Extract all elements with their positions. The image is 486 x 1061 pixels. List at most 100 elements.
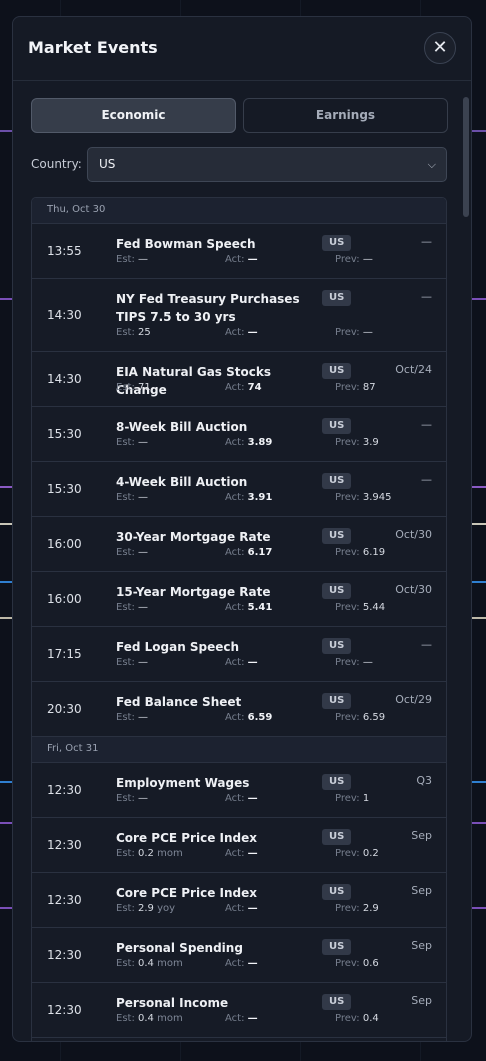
event-row[interactable]: 12:30 Core PCE Price Index US Sep Est: 0… (32, 818, 446, 873)
stat-prev: Prev: 5.44 (335, 602, 385, 613)
act-value: 6.17 (247, 547, 273, 558)
country-badge: US (322, 418, 352, 434)
event-period: Sep (411, 884, 432, 897)
prev-value: — (362, 327, 373, 338)
day-header: Thu, Oct 30 (32, 198, 446, 224)
close-button[interactable]: ✕ (424, 32, 456, 64)
event-time-text: 15:30 (47, 482, 82, 496)
prev-value: 6.59 (362, 712, 386, 723)
prev-value: 5.44 (362, 602, 386, 613)
event-time-text: 12:30 (47, 893, 82, 907)
prev-value: 3.9 (362, 437, 379, 448)
event-row[interactable]: 12:30 Personal Spending US Sep Est: 0.4 … (32, 928, 446, 983)
est-value: 0.2 (138, 848, 154, 859)
country-select[interactable]: US ⌵ (87, 147, 447, 182)
event-time: 12:30 (47, 873, 82, 927)
act-value: — (247, 958, 258, 969)
event-period: — (421, 418, 432, 431)
event-stats: Est: 0.2 mom Act: — Prev: 0.2 (116, 848, 436, 862)
prev-value: — (362, 254, 373, 265)
event-time-text: 12:30 (47, 948, 82, 962)
est-label: Est: (116, 793, 135, 804)
prev-value: 87 (362, 382, 376, 393)
event-row[interactable]: 16:00 15-Year Mortgage Rate US Oct/30 Es… (32, 572, 446, 627)
scrollbar[interactable] (462, 81, 469, 1041)
est-value: — (138, 437, 149, 448)
event-row[interactable]: 15:30 8-Week Bill Auction US — Est: — Ac… (32, 407, 446, 462)
market-events-modal: Market Events ✕ Economic Earnings Countr… (12, 16, 472, 1042)
act-label: Act: (225, 657, 245, 668)
stat-act: Act: — (225, 657, 258, 668)
stat-act: Act: — (225, 327, 258, 338)
tab-economic[interactable]: Economic (31, 98, 236, 133)
chevron-down-icon: ⌵ (427, 158, 436, 171)
act-label: Act: (225, 547, 245, 558)
event-row[interactable]: 12:30 Core PCE Price Index US Sep Est: 2… (32, 873, 446, 928)
stat-est: Est: — (116, 793, 148, 804)
act-value: — (247, 254, 258, 265)
event-name: 8-Week Bill Auction (116, 420, 248, 434)
stat-act: Act: 3.89 (225, 437, 272, 448)
event-time: 12:30 (47, 928, 82, 982)
est-value: — (138, 602, 149, 613)
country-badge: US (322, 290, 352, 306)
stat-act: Act: 3.91 (225, 492, 272, 503)
est-value: — (138, 793, 149, 804)
stat-prev: Prev: 0.6 (335, 958, 379, 969)
event-name: Core PCE Price Index (116, 886, 257, 900)
act-label: Act: (225, 1013, 245, 1024)
act-value: — (247, 1013, 258, 1024)
prev-label: Prev: (335, 903, 360, 914)
country-badge: US (322, 638, 352, 654)
prev-label: Prev: (335, 602, 360, 613)
event-time: 14:30 (47, 352, 82, 406)
event-row[interactable]: 12:30 Employment Wages US Q3 Est: — Act:… (32, 763, 446, 818)
act-label: Act: (225, 437, 245, 448)
scrollbar-thumb[interactable] (463, 97, 469, 217)
event-time-text: 14:30 (47, 372, 82, 386)
est-label: Est: (116, 437, 135, 448)
event-name: Employment Wages (116, 776, 250, 790)
tab-earnings[interactable]: Earnings (243, 98, 448, 133)
event-time-text: 14:30 (47, 308, 82, 322)
est-value: 25 (138, 327, 151, 338)
modal-header: Market Events ✕ (13, 17, 471, 81)
prev-label: Prev: (335, 712, 360, 723)
event-row[interactable]: 14:30 EIA Natural Gas Stocks Change US O… (32, 352, 446, 407)
act-value: 74 (247, 382, 262, 393)
event-row[interactable]: 17:15 Fed Logan Speech US — Est: — Act: … (32, 627, 446, 682)
est-value: 2.9 (138, 903, 154, 914)
event-row[interactable]: 13:55 Fed Bowman Speech US — Est: — Act:… (32, 224, 446, 279)
country-badge: US (322, 774, 352, 790)
stat-act: Act: — (225, 793, 258, 804)
event-row[interactable]: 15:30 4-Week Bill Auction US — Est: — Ac… (32, 462, 446, 517)
country-badge: US (322, 829, 352, 845)
event-row[interactable]: 14:30 NY Fed Treasury Purchases TIPS 7.5… (32, 279, 446, 352)
event-time-text: 15:30 (47, 427, 82, 441)
country-badge: US (322, 473, 352, 489)
event-period: Oct/30 (395, 583, 432, 596)
est-unit: mom (157, 848, 183, 859)
country-badge: US (322, 884, 352, 900)
prev-label: Prev: (335, 492, 360, 503)
stat-prev: Prev: 6.59 (335, 712, 385, 723)
event-row[interactable]: 16:00 30-Year Mortgage Rate US Oct/30 Es… (32, 517, 446, 572)
est-value: — (138, 492, 149, 503)
event-row[interactable]: 12:30 Personal Income US Sep Est: 0.4 mo… (32, 983, 446, 1038)
country-badge: US (322, 939, 352, 955)
event-time-text: 16:00 (47, 537, 82, 551)
est-value: — (138, 254, 149, 265)
event-period: — (421, 235, 432, 248)
stat-prev: Prev: 1 (335, 793, 369, 804)
prev-label: Prev: (335, 958, 360, 969)
event-row[interactable]: 20:30 Fed Balance Sheet US Oct/29 Est: —… (32, 682, 446, 737)
act-value: 3.89 (247, 437, 273, 448)
event-stats: Est: — Act: 5.41 Prev: 5.44 (116, 602, 436, 616)
stat-prev: Prev: 2.9 (335, 903, 379, 914)
stat-prev: Prev: 3.9 (335, 437, 379, 448)
event-time: 20:30 (47, 682, 82, 736)
event-stats: Est: 2.9 yoy Act: — Prev: 2.9 (116, 903, 436, 917)
event-name: Fed Bowman Speech (116, 237, 256, 251)
country-badge: US (322, 363, 352, 379)
stat-est: Est: 2.9 yoy (116, 903, 175, 914)
